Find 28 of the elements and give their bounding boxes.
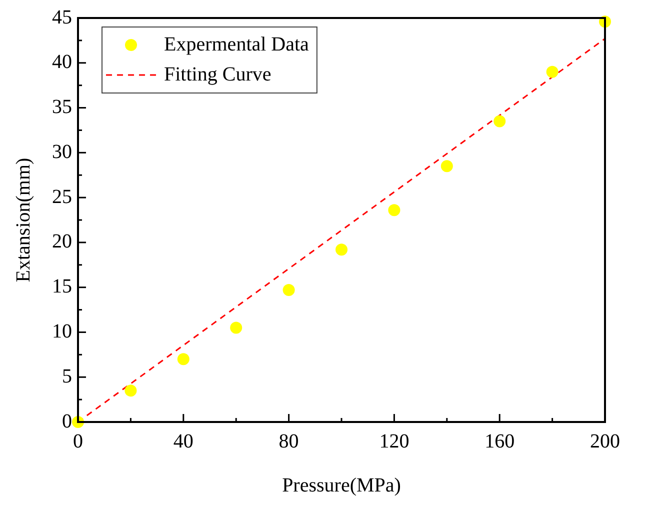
point (177, 353, 190, 366)
legend-label: Expermental Data (164, 33, 310, 56)
x-tick-label: 40 (173, 430, 194, 452)
point (494, 115, 506, 128)
y-tick-label: 45 (52, 6, 72, 28)
x-tick-label: 200 (590, 430, 620, 452)
point (388, 204, 400, 216)
x-tick-label: 120 (379, 430, 410, 452)
y-tick-label: 15 (52, 276, 72, 298)
y-axis-title: Extansion(mm) (12, 158, 34, 282)
legend-label: Fitting Curve (164, 63, 272, 86)
point (124, 384, 137, 397)
y-tick-label: 30 (52, 140, 72, 163)
x-tick-label: 80 (278, 430, 299, 452)
point (336, 244, 348, 256)
y-tick-label: 35 (52, 96, 72, 118)
point (440, 160, 453, 172)
y-tick-label: 40 (52, 51, 72, 74)
y-tick-label: 20 (52, 230, 72, 253)
point (546, 66, 558, 78)
point (282, 284, 295, 296)
y-tick-label: 10 (52, 320, 72, 342)
y-tick-label: 25 (52, 186, 72, 208)
y-tick-label: 0 (62, 410, 72, 432)
y-tick-label: 5 (62, 365, 72, 388)
x-tick-label: 160 (484, 430, 515, 452)
point (230, 322, 242, 334)
x-axis-title: Pressure(MPa) (282, 474, 401, 496)
